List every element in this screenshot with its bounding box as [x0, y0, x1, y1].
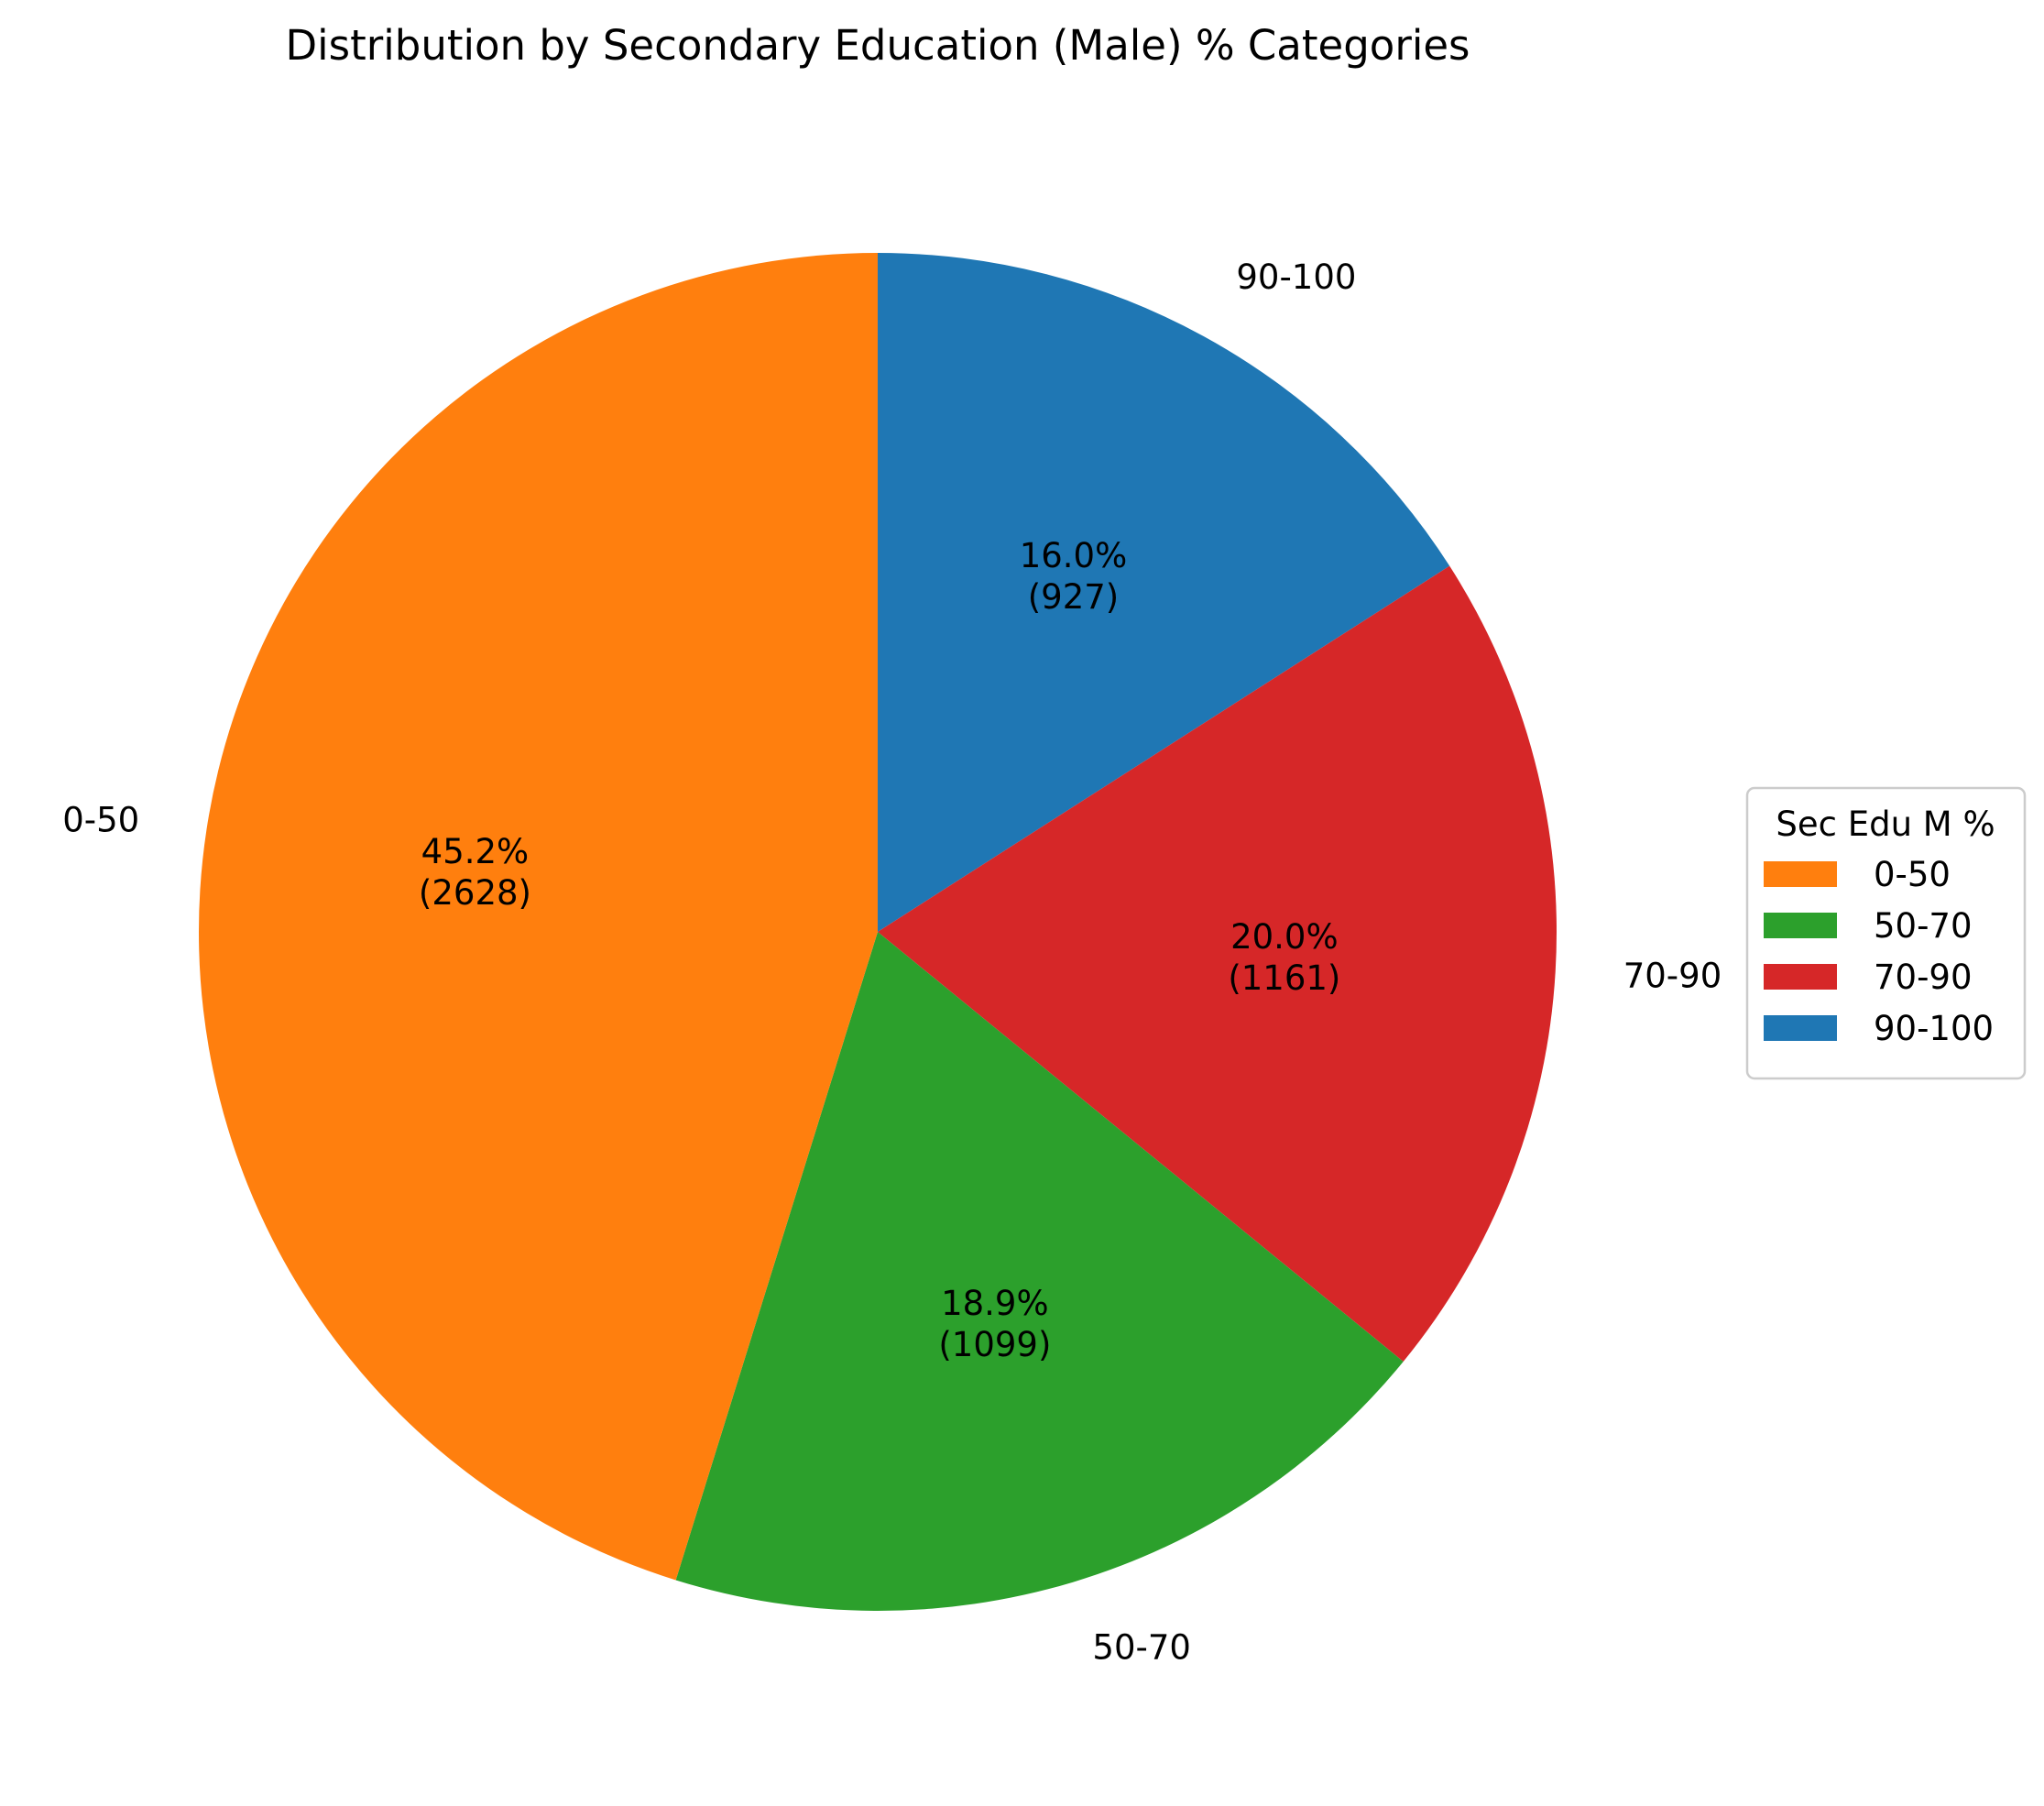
- pie-slice-0-50: [199, 253, 879, 1581]
- pie-slice-50-70: [675, 932, 1404, 1611]
- legend-label-70-90: 70-90: [1874, 958, 1973, 997]
- category-label-50-70: 50-70: [1092, 1628, 1191, 1668]
- legend-swatch-50-70: [1764, 913, 1837, 938]
- legend-label-50-70: 50-70: [1874, 906, 1973, 946]
- percent-label-50-70: 18.9%: [941, 1284, 1049, 1323]
- pie-slice-90-100: [878, 253, 1450, 932]
- legend-swatch-90-100: [1764, 1015, 1837, 1041]
- percent-label-90-100: 16.0%: [1020, 536, 1128, 575]
- legend-label-0-50: 0-50: [1874, 855, 1951, 894]
- pie-slice-70-90: [878, 565, 1557, 1362]
- count-label-70-90: (1161): [1228, 958, 1340, 998]
- chart-title: Distribution by Secondary Education (Mal…: [286, 21, 1470, 70]
- count-label-90-100: (927): [1028, 577, 1120, 617]
- pie-labels: 90-100 16.0%(927) 70-90 20.0%(1161) 50-70 18.…: [62, 257, 1722, 1668]
- percent-label-70-90: 20.0%: [1230, 917, 1339, 957]
- legend-swatch-70-90: [1764, 964, 1837, 990]
- category-label-0-50: 0-50: [62, 800, 139, 839]
- legend: Sec Edu M % 0-50 50-70 70-90 90-100: [1745, 786, 2027, 1080]
- legend-swatch-0-50: [1764, 861, 1837, 887]
- category-label-70-90: 70-90: [1623, 956, 1722, 995]
- count-label-50-70: (1099): [938, 1325, 1051, 1364]
- legend-frame: [1745, 786, 2027, 1080]
- legend-title: Sec Edu M %: [1776, 804, 1995, 844]
- legend-label-90-100: 90-100: [1874, 1009, 1994, 1048]
- count-label-0-50: (2628): [419, 873, 531, 913]
- pie-slices: [199, 253, 1557, 1611]
- legend-items: 0-50 50-70 70-90 90-100: [1764, 855, 1994, 1048]
- category-label-90-100: 90-100: [1236, 257, 1356, 297]
- percent-label-0-50: 45.2%: [421, 832, 530, 871]
